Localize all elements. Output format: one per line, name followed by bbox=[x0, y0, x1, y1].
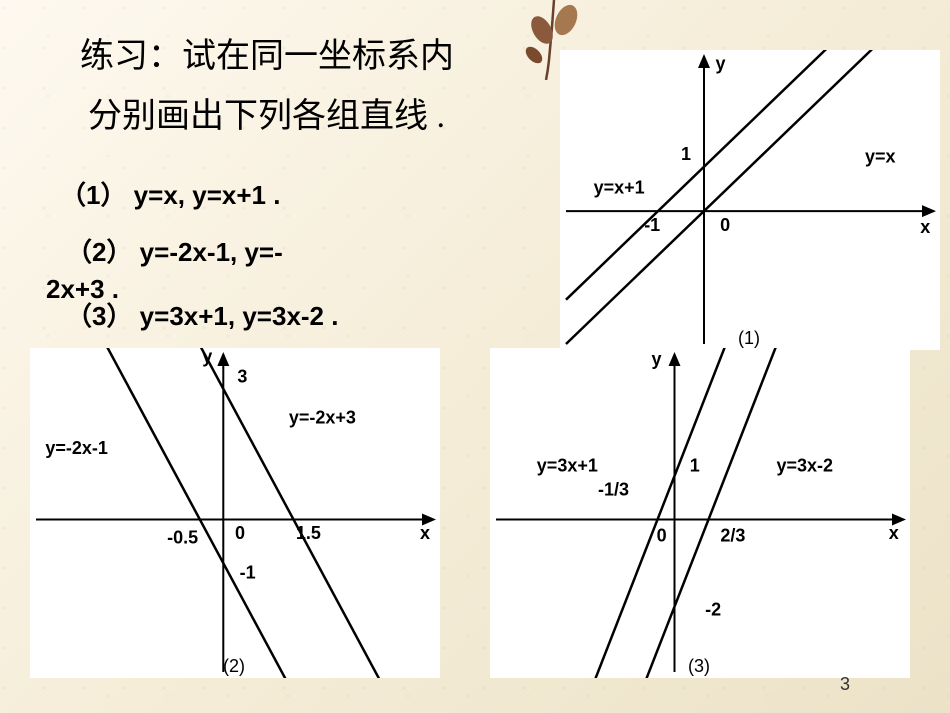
svg-text:y: y bbox=[716, 53, 726, 73]
svg-text:y=x: y=x bbox=[865, 146, 896, 166]
svg-text:-0.5: -0.5 bbox=[167, 527, 198, 547]
svg-text:1: 1 bbox=[690, 456, 700, 476]
svg-text:(1): (1) bbox=[738, 328, 760, 348]
svg-text:0: 0 bbox=[235, 523, 245, 543]
svg-text:y=x+1: y=x+1 bbox=[594, 177, 645, 197]
svg-text:y=-2x+3: y=-2x+3 bbox=[289, 408, 356, 428]
svg-text:-2: -2 bbox=[705, 599, 721, 619]
svg-text:1: 1 bbox=[681, 144, 691, 164]
svg-text:y: y bbox=[652, 349, 662, 369]
svg-text:0: 0 bbox=[657, 525, 667, 545]
svg-text:(3): (3) bbox=[688, 656, 710, 676]
svg-text:3: 3 bbox=[237, 366, 247, 386]
problem-2-line1: （2） y=-2x-1, y=- bbox=[66, 232, 283, 269]
chart-3: y=3x+1 y=3x-2 1 -1/3 0 2/3 -2 y x (3) bbox=[490, 348, 910, 678]
svg-text:y=3x+1: y=3x+1 bbox=[537, 456, 598, 476]
svg-text:y: y bbox=[202, 348, 212, 367]
svg-text:-1: -1 bbox=[644, 215, 660, 235]
svg-text:y=-2x-1: y=-2x-1 bbox=[45, 438, 108, 458]
svg-text:x: x bbox=[889, 523, 899, 543]
svg-text:2/3: 2/3 bbox=[720, 525, 745, 545]
problem-3: （3） y=3x+1, y=3x-2 . bbox=[66, 296, 338, 333]
svg-text:-1: -1 bbox=[240, 562, 256, 582]
svg-text:x: x bbox=[920, 217, 930, 237]
svg-text:y=3x-2: y=3x-2 bbox=[777, 456, 834, 476]
main-title-line1: 练习：试在同一坐标系内 bbox=[80, 28, 454, 77]
svg-text:0: 0 bbox=[720, 215, 730, 235]
chart-1: y=x y=x+1 1 -1 0 y x (1) bbox=[560, 50, 940, 350]
problem-1: （1） y=x, y=x+1 . bbox=[60, 175, 280, 212]
main-title-line2: 分别画出下列各组直线 . bbox=[88, 88, 445, 137]
svg-text:x: x bbox=[420, 523, 430, 543]
svg-text:-1/3: -1/3 bbox=[598, 480, 629, 500]
page-number: 3 bbox=[840, 674, 850, 695]
svg-text:1.5: 1.5 bbox=[296, 523, 321, 543]
chart-2: y=-2x-1 y=-2x+3 3 1.5 -0.5 0 -1 y x (2) bbox=[30, 348, 440, 678]
svg-text:(2): (2) bbox=[223, 656, 245, 676]
